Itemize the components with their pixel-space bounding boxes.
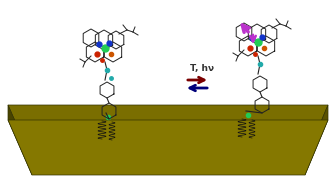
Polygon shape [8, 105, 328, 160]
Text: T, hν: T, hν [190, 64, 214, 73]
Polygon shape [305, 105, 328, 175]
Polygon shape [8, 105, 32, 175]
Polygon shape [8, 120, 328, 175]
